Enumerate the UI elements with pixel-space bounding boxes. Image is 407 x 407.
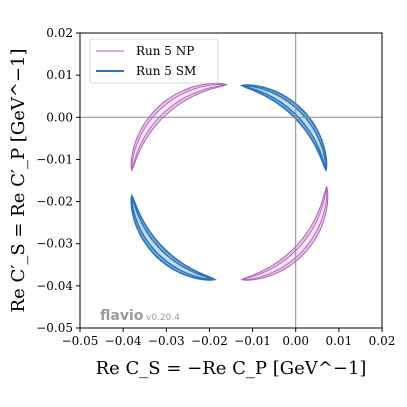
contour-run5-sm-inner-0 bbox=[241, 84, 327, 171]
plot-frame bbox=[79, 32, 383, 329]
contour-regions bbox=[130, 82, 329, 281]
y-tick-label: 0.01 bbox=[46, 68, 73, 82]
x-axis-ticks: −0.05 −0.04 −0.03 −0.02 −0.01 0.00 0.01 0.02 bbox=[62, 328, 396, 348]
x-tick-label: −0.04 bbox=[105, 334, 142, 348]
contour-run5-np-inner-1 bbox=[241, 186, 328, 281]
y-tick-label: −0.02 bbox=[36, 195, 73, 209]
y-axis-title: Re C′_S = Re C′_P [GeV^−1] bbox=[8, 49, 29, 313]
x-tick-label: −0.02 bbox=[191, 334, 228, 348]
watermark-brand: flavio bbox=[100, 308, 144, 324]
contour-run5-sm-outer-0 bbox=[239, 84, 328, 173]
x-tick-label: 0.02 bbox=[369, 334, 396, 348]
y-tick-label: 0.02 bbox=[46, 26, 73, 40]
watermark-version: v0.20.4 bbox=[146, 313, 180, 323]
x-tick-label: −0.01 bbox=[234, 334, 271, 348]
y-tick-label: −0.03 bbox=[36, 237, 73, 251]
y-tick-label: −0.04 bbox=[36, 279, 73, 293]
legend: Run 5 NP Run 5 SM bbox=[89, 38, 219, 84]
contour-run5-np-inner-0 bbox=[131, 83, 227, 171]
x-tick-label: −0.05 bbox=[62, 334, 99, 348]
y-axis-ticks: 0.02 0.01 0.00 −0.01 −0.02 −0.03 −0.04 −0.05 bbox=[36, 26, 80, 335]
legend-label-run5-np: Run 5 NP bbox=[136, 44, 194, 58]
x-tick-label: 0.01 bbox=[325, 334, 352, 348]
legend-label-run5-sm: Run 5 SM bbox=[136, 64, 196, 78]
x-axis-title: Re C_S = −Re C_P [GeV^−1] bbox=[96, 358, 367, 379]
y-tick-label: 0.00 bbox=[46, 110, 73, 124]
x-tick-label: 0.00 bbox=[282, 334, 309, 348]
reference-lines bbox=[80, 33, 382, 328]
x-tick-label: −0.03 bbox=[148, 334, 185, 348]
y-tick-label: −0.05 bbox=[36, 321, 73, 335]
contour-run5-sm-inner-1 bbox=[131, 195, 215, 281]
y-tick-label: −0.01 bbox=[36, 152, 73, 166]
flavio-watermark: flavio v0.20.4 bbox=[100, 308, 180, 324]
contour-run5-sm-outer-1 bbox=[130, 193, 217, 281]
